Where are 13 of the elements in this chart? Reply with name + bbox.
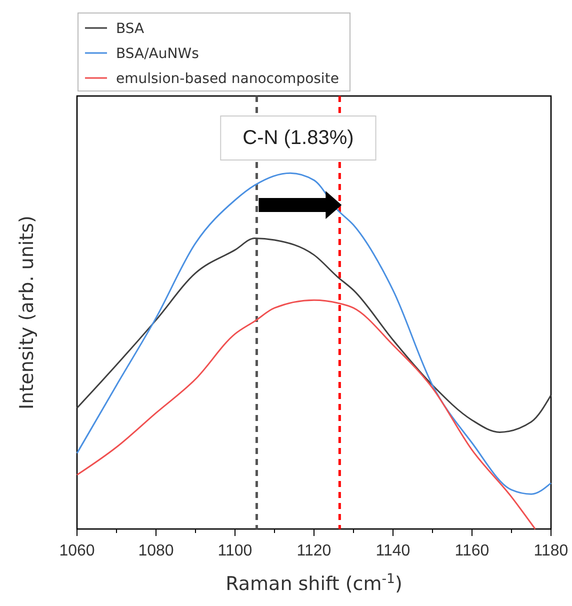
x-tick-label: 1060 bbox=[59, 542, 95, 560]
x-tick-label: 1160 bbox=[454, 542, 490, 560]
x-axis-title: Raman shift (cm$^{-1}$) bbox=[226, 572, 402, 595]
legend-label: BSA bbox=[116, 21, 145, 37]
y-axis-title: Intensity (arb. units) bbox=[16, 216, 38, 410]
x-tick-label: 1180 bbox=[534, 542, 568, 560]
x-tick-label: 1140 bbox=[376, 542, 410, 560]
x-tick-label: 1080 bbox=[138, 542, 174, 560]
legend-label: emulsion-based nanocomposite bbox=[116, 71, 339, 87]
legend-label: BSA/AuNWs bbox=[116, 46, 199, 62]
x-tick-label: 1120 bbox=[296, 542, 332, 560]
x-tick-label: 1100 bbox=[218, 542, 252, 560]
text: C-N (1.83%) bbox=[242, 127, 354, 149]
